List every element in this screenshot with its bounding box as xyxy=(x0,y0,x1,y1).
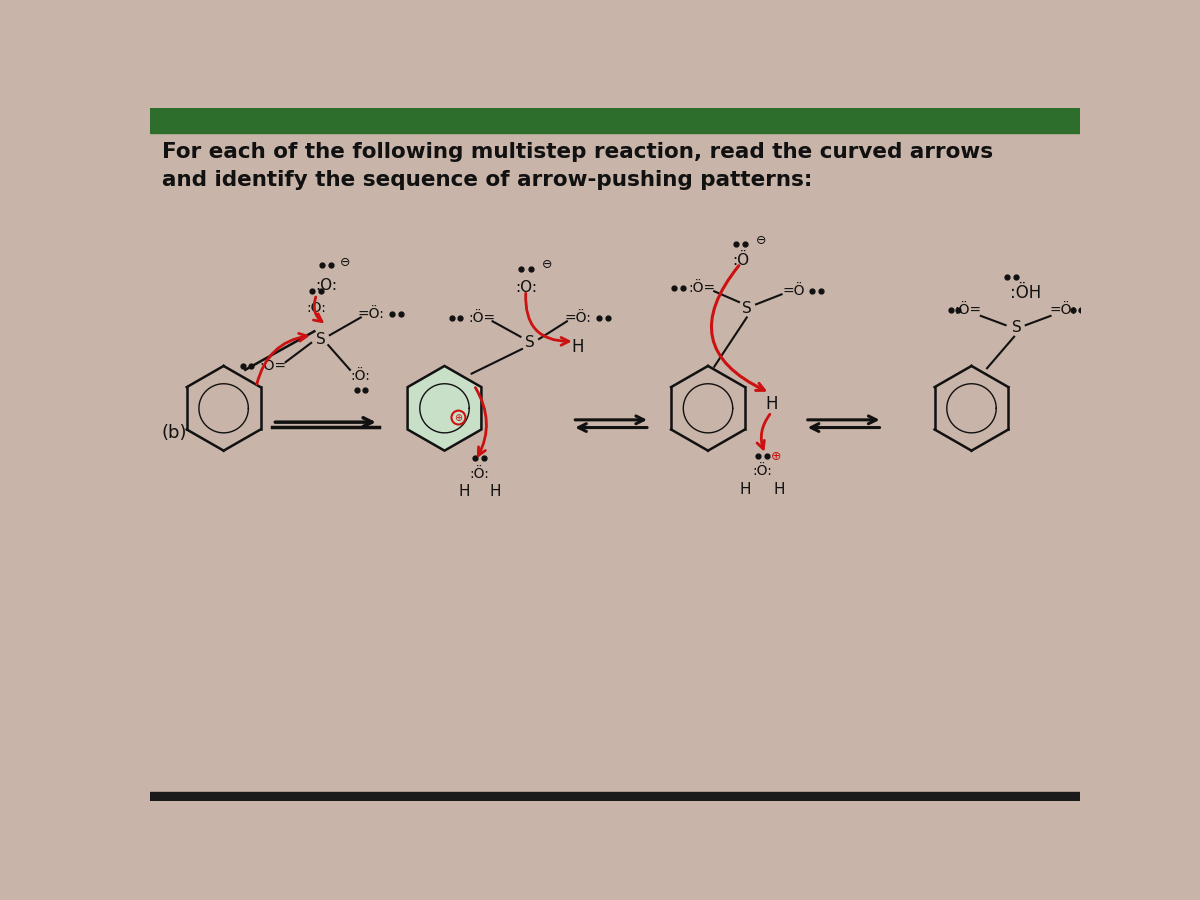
Text: H: H xyxy=(739,482,751,497)
Bar xyxy=(150,108,1080,132)
Text: S: S xyxy=(316,331,325,346)
Text: H: H xyxy=(774,482,785,497)
Text: S: S xyxy=(524,336,535,350)
Text: H: H xyxy=(458,484,469,499)
Text: H: H xyxy=(766,395,778,413)
Text: :Ö=: :Ö= xyxy=(468,311,496,325)
Text: ⊖: ⊖ xyxy=(756,234,766,247)
Text: :Ö:: :Ö: xyxy=(752,464,772,479)
Text: :Ö:: :Ö: xyxy=(469,467,490,481)
Text: =Ö:: =Ö: xyxy=(1050,302,1076,317)
Text: :O:: :O: xyxy=(515,280,536,295)
Text: :Ö=: :Ö= xyxy=(259,359,286,373)
Polygon shape xyxy=(408,366,481,451)
Text: =Ö:: =Ö: xyxy=(564,311,592,325)
Text: :Ö:: :Ö: xyxy=(350,369,371,383)
Text: H: H xyxy=(490,484,500,499)
Text: H: H xyxy=(571,338,584,356)
Text: :O:: :O: xyxy=(307,302,326,315)
Text: :Ö: :Ö xyxy=(732,253,749,268)
Text: ⊕: ⊕ xyxy=(770,449,781,463)
Text: and identify the sequence of arrow-pushing patterns:: and identify the sequence of arrow-pushi… xyxy=(162,169,812,190)
Text: For each of the following multistep reaction, read the curved arrows: For each of the following multistep reac… xyxy=(162,142,992,162)
Bar xyxy=(150,792,1080,801)
Text: :Ö=: :Ö= xyxy=(955,302,982,317)
Text: S: S xyxy=(742,301,751,316)
Text: =Ö:: =Ö: xyxy=(358,308,384,321)
Text: (b): (b) xyxy=(162,424,187,442)
Text: :Ö=: :Ö= xyxy=(689,281,715,295)
Text: ⊖: ⊖ xyxy=(340,256,350,268)
Text: :ÖH: :ÖH xyxy=(1010,284,1042,302)
Text: S: S xyxy=(1012,320,1021,335)
Text: ⊖: ⊖ xyxy=(541,257,552,271)
Text: =Ö: =Ö xyxy=(782,284,804,298)
Text: :O:: :O: xyxy=(316,277,337,292)
Text: ⊕: ⊕ xyxy=(455,412,462,422)
